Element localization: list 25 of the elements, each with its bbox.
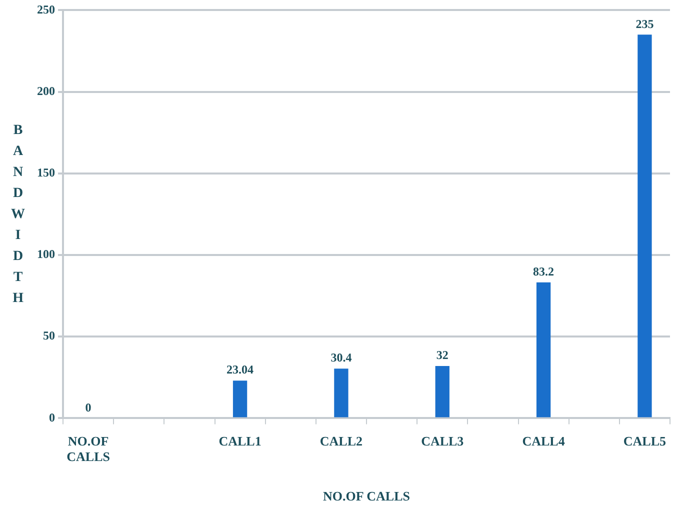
data-label: 0 xyxy=(85,400,92,414)
data-label: 32 xyxy=(436,348,448,362)
bar xyxy=(638,34,652,418)
bar xyxy=(435,366,450,418)
x-tick-label: NO.OF CALLS xyxy=(66,433,110,464)
data-label: 83.2 xyxy=(533,264,554,279)
data-label: 30.4 xyxy=(330,350,352,365)
x-axis-title: NO.OF CALLS xyxy=(323,488,410,504)
x-tick-label: CALL4 xyxy=(522,433,566,448)
y-tick-label: 50 xyxy=(43,328,55,343)
data-label: 235 xyxy=(636,16,654,31)
y-tick-label: 150 xyxy=(37,165,55,180)
data-label: 23.04 xyxy=(226,362,254,377)
x-tick-label: CALL1 xyxy=(218,433,262,448)
bar xyxy=(334,368,348,418)
y-tick-label: 200 xyxy=(37,84,55,98)
y-tick-label: 100 xyxy=(37,247,55,262)
bar xyxy=(232,380,248,418)
y-tick-label: 0 xyxy=(49,410,55,424)
bar xyxy=(536,282,551,418)
y-tick-label: 250 xyxy=(37,2,55,16)
x-tick-label: CALL5 xyxy=(623,433,667,448)
text: BANDWIDTH xyxy=(11,122,25,306)
x-tick-label: CALL3 xyxy=(421,433,464,448)
x-tick-label: CALL2 xyxy=(320,433,363,448)
